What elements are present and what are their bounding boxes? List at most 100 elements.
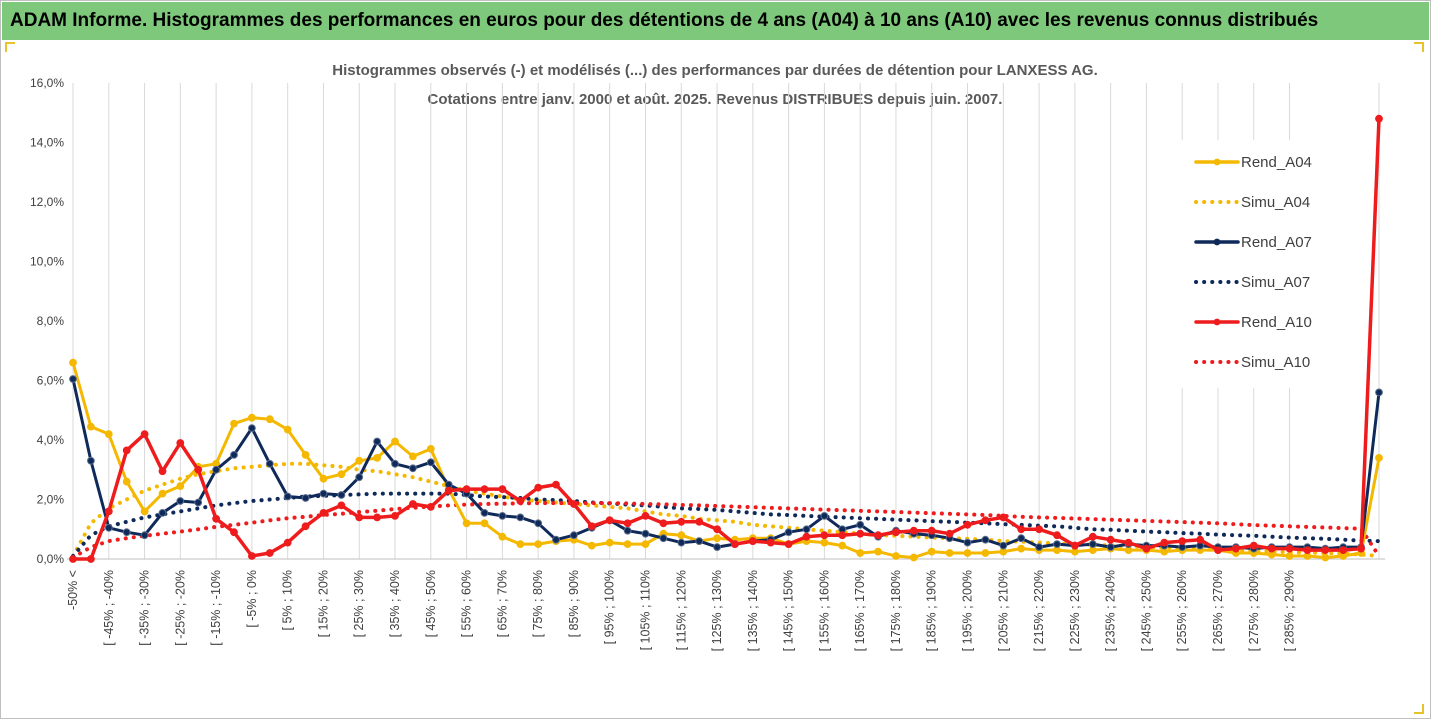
data-point-Rend_A07 <box>784 528 793 537</box>
data-point-Rend_A07 <box>1375 388 1383 397</box>
data-point-Rend_A07 <box>212 465 221 474</box>
data-point-Rend_A10 <box>176 439 185 447</box>
data-point-Rend_A10 <box>140 430 149 439</box>
x-tick-label: [ 245% ; 250% <box>1139 570 1153 651</box>
data-point-Rend_A04 <box>713 534 721 543</box>
data-point-Rend_A10 <box>927 526 936 535</box>
data-point-Rend_A07 <box>391 459 399 468</box>
y-tick-label: 12,0% <box>30 195 64 209</box>
x-tick-label: [ 275% ; 280% <box>1247 570 1261 651</box>
data-point-Rend_A04 <box>945 549 954 557</box>
data-point-Rend_A10 <box>444 486 453 495</box>
data-point-Rend_A10 <box>498 485 507 494</box>
data-point-Rend_A07 <box>158 509 167 517</box>
x-tick-label: [ 5% ; 10% <box>281 570 295 630</box>
data-point-Rend_A04 <box>426 445 435 453</box>
data-point-Rend_A04 <box>587 541 596 550</box>
data-point-Rend_A10 <box>713 525 721 534</box>
data-point-Rend_A04 <box>140 507 149 516</box>
y-tick-label: 4,0% <box>37 433 65 447</box>
x-tick-label: [ -15% ; -10% <box>209 570 223 646</box>
y-axis: 0,0% 2,0% 4,0% 6,0% 8,0% 10,0% 12,0% 14,0% 16,0% <box>30 76 64 566</box>
data-point-Rend_A04 <box>498 532 507 541</box>
selection-corner-tr <box>1414 42 1424 52</box>
x-tick-label: [ 225% ; 230% <box>1068 570 1082 651</box>
legend-marker-Rend_A07 <box>1213 238 1221 246</box>
x-tick-label: [ 185% ; 190% <box>925 570 939 651</box>
x-tick-label: [ -45% ; -40% <box>102 570 116 646</box>
data-point-Rend_A10 <box>516 497 525 505</box>
data-point-Rend_A07 <box>981 535 990 544</box>
x-tick-label: [ 105% ; 110% <box>638 570 652 650</box>
x-tick-label: [ 95% ; 100% <box>603 570 617 644</box>
data-point-Rend_A07 <box>659 534 668 543</box>
data-point-Rend_A10 <box>1303 546 1312 554</box>
data-point-Rend_A07 <box>69 375 77 383</box>
x-tick-label: [ 285% ; 290% <box>1283 570 1297 651</box>
grid-lines <box>72 83 1380 559</box>
data-point-Rend_A04 <box>820 538 829 547</box>
data-point-Rend_A07 <box>963 538 972 547</box>
data-point-Rend_A10 <box>355 513 364 522</box>
data-point-Rend_A07 <box>87 456 95 465</box>
x-tick-label: [ 205% ; 210% <box>996 570 1010 651</box>
data-point-Rend_A07 <box>1035 543 1043 551</box>
legend-label-Rend_A07: Rend_A07 <box>1241 234 1312 251</box>
data-point-Rend_A10 <box>373 513 382 522</box>
data-point-Rend_A10 <box>158 467 167 476</box>
data-point-Rend_A10 <box>1088 532 1097 541</box>
data-point-Rend_A07 <box>820 512 829 520</box>
data-point-Rend_A04 <box>677 531 686 540</box>
data-point-Rend_A07 <box>301 494 310 502</box>
data-point-Rend_A04 <box>87 422 95 431</box>
legend-label-Simu_A07: Simu_A07 <box>1241 274 1310 291</box>
data-point-Rend_A10 <box>1214 546 1222 554</box>
x-tick-label: [ 135% ; 140% <box>746 570 760 651</box>
data-point-Rend_A04 <box>176 482 185 491</box>
x-tick-label: [ 45% ; 50% <box>424 570 438 637</box>
data-point-Rend_A07 <box>677 538 686 547</box>
page-title: ADAM Informe. Histogrammes des performan… <box>2 2 1429 40</box>
data-point-Rend_A10 <box>1232 544 1240 553</box>
data-point-Rend_A04 <box>516 540 525 548</box>
data-point-Rend_A10 <box>248 552 256 560</box>
data-point-Rend_A10 <box>337 501 346 510</box>
data-point-Rend_A07 <box>426 458 435 467</box>
data-point-Rend_A10 <box>766 538 775 547</box>
data-point-Rend_A04 <box>248 413 256 422</box>
series-line-Simu_A10 <box>71 501 1381 560</box>
data-point-Rend_A10 <box>1285 544 1294 553</box>
data-point-Rend_A07 <box>140 531 149 540</box>
data-point-Rend_A10 <box>1178 537 1187 545</box>
data-point-Rend_A04 <box>230 419 238 428</box>
data-point-Rend_A07 <box>552 535 560 544</box>
data-point-Rend_A07 <box>498 512 507 520</box>
data-point-Rend_A07 <box>623 526 632 535</box>
data-point-Rend_A07 <box>713 543 721 551</box>
data-point-Rend_A07 <box>409 464 417 473</box>
data-point-Rend_A07 <box>1088 540 1097 548</box>
chart-subtitle: Cotations entre janv. 2000 et août. 2025… <box>428 91 1003 108</box>
data-point-Rend_A04 <box>409 452 417 461</box>
x-tick-label: [ 235% ; 240% <box>1104 570 1118 651</box>
legend-label-Simu_A04: Simu_A04 <box>1241 194 1310 211</box>
data-point-Rend_A04 <box>1321 553 1330 562</box>
data-point-Rend_A04 <box>605 538 614 547</box>
x-tick-label: [ 15% ; 20% <box>316 570 330 637</box>
data-point-Rend_A10 <box>1357 544 1365 553</box>
data-point-Rend_A04 <box>856 549 865 557</box>
data-point-Rend_A10 <box>945 529 954 538</box>
data-point-Rend_A04 <box>462 519 471 528</box>
data-point-Rend_A04 <box>122 477 131 486</box>
data-point-Rend_A10 <box>426 503 435 511</box>
data-point-Rend_A10 <box>1339 546 1348 554</box>
x-tick-label: [ 125% ; 130% <box>710 570 724 651</box>
data-point-Rend_A10 <box>838 531 847 540</box>
data-point-Rend_A10 <box>820 531 829 540</box>
data-point-Rend_A10 <box>265 549 274 557</box>
data-point-Rend_A10 <box>1160 538 1169 547</box>
data-point-Rend_A04 <box>391 437 399 446</box>
data-point-Rend_A10 <box>122 446 131 455</box>
data-point-Rend_A10 <box>999 513 1008 522</box>
data-point-Rend_A10 <box>731 540 739 548</box>
